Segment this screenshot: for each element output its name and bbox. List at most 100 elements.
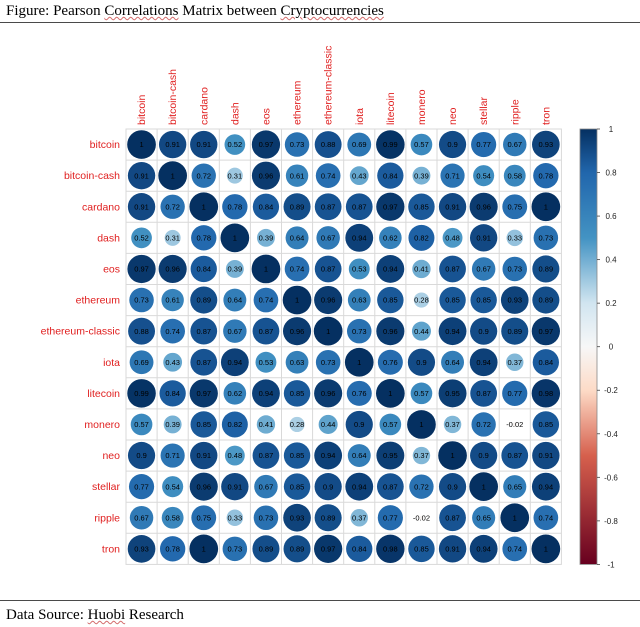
correlation-circle [470, 286, 497, 314]
correlation-value: 0.77 [476, 140, 491, 149]
correlation-value: 0.84 [383, 171, 398, 180]
correlation-value: 0.97 [321, 544, 336, 553]
correlation-circle [347, 288, 371, 312]
source-word-huobi: Huobi [87, 607, 126, 623]
correlation-circle [376, 255, 405, 283]
correlation-value: 0.75 [507, 202, 522, 211]
correlation-value: 0.85 [290, 482, 305, 491]
correlation-value: 0.97 [539, 327, 554, 336]
correlation-value: 0.74 [507, 544, 522, 553]
correlation-value: 0.39 [165, 420, 180, 429]
correlation-value: 0.39 [259, 233, 274, 242]
correlation-circle [256, 228, 275, 247]
correlation-value: 0.61 [165, 296, 180, 305]
correlation-value: 0.74 [321, 171, 336, 180]
correlation-circle [256, 415, 276, 434]
correlation-circle [251, 161, 281, 190]
column-label-tron: tron [540, 107, 552, 125]
correlation-value: 0.72 [165, 202, 180, 211]
correlation-circle [377, 286, 404, 314]
correlation-value: 0.67 [228, 327, 243, 336]
correlation-circle [226, 167, 243, 184]
correlation-value: 0.9 [478, 327, 488, 336]
correlation-circle [379, 413, 402, 436]
correlation-circle [471, 257, 496, 281]
correlation-circle [345, 223, 374, 252]
top-rule [0, 22, 640, 23]
correlation-value: 0.63 [290, 358, 305, 367]
correlation-circle [438, 317, 467, 346]
correlation-circle [531, 192, 561, 222]
correlation-circle [130, 413, 153, 436]
correlation-circle [345, 193, 373, 221]
correlation-value: 0.85 [383, 296, 398, 305]
correlation-value: 0.67 [134, 513, 149, 522]
correlation-value: 0.89 [259, 544, 274, 553]
correlation-circle [469, 472, 498, 501]
correlation-value: 0.9 [447, 140, 457, 149]
correlation-value: 0.85 [414, 202, 429, 211]
correlation-circle [160, 443, 185, 468]
row-label-bitcoin-cash: bitcoin-cash [64, 170, 120, 182]
correlation-value: 0.96 [196, 482, 211, 491]
correlation-value: 0.93 [134, 544, 149, 553]
correlation-circle [127, 161, 156, 190]
correlation-circle [283, 193, 311, 221]
correlation-circle [533, 225, 559, 251]
correlation-value: 0.77 [383, 513, 398, 522]
correlation-value: 0.67 [507, 140, 522, 149]
correlation-circle [314, 441, 343, 470]
correlation-value: 0.65 [476, 513, 491, 522]
correlation-circle [253, 505, 279, 531]
correlation-value: 0.97 [383, 202, 398, 211]
correlation-value: 0.62 [383, 233, 398, 242]
correlation-circle [438, 441, 467, 470]
correlation-value: 0.78 [196, 233, 211, 242]
correlation-value: 0.94 [383, 265, 398, 274]
correlation-circle [189, 379, 218, 408]
correlation-matrix-chart: bitcoin bitcoin-cash cardano dash eos ethereu… [41, 46, 619, 570]
correlation-value: -0.02 [506, 420, 523, 429]
correlation-circle [439, 504, 466, 532]
correlation-circle [501, 442, 529, 469]
correlation-value: 0.76 [352, 389, 367, 398]
correlation-circle [128, 474, 155, 500]
correlation-value: 0.91 [228, 482, 243, 491]
correlation-value: 0.73 [507, 265, 522, 274]
correlation-value: 0.9 [478, 451, 488, 460]
correlation-value: 0.91 [196, 451, 211, 460]
correlation-value: 0.85 [414, 544, 429, 553]
correlation-circle [163, 415, 182, 434]
row-label-stellar: stellar [92, 481, 121, 493]
correlation-circle [344, 347, 374, 377]
correlation-value: 0.39 [414, 171, 429, 180]
correlation-circle [469, 224, 498, 252]
correlation-circle [503, 475, 527, 499]
correlation-value: 0.94 [476, 544, 491, 553]
correlation-circle [502, 536, 528, 562]
colorbar-tick-label: -1 [607, 560, 615, 569]
correlation-circle [419, 515, 424, 520]
correlation-circle [221, 411, 248, 438]
correlation-circle [284, 256, 310, 282]
correlation-circle [285, 164, 309, 187]
correlation-value: 1 [357, 358, 361, 367]
correlation-value: 0.91 [539, 451, 554, 460]
correlation-circle [283, 503, 311, 532]
correlation-value: 0.91 [165, 140, 180, 149]
correlation-circle [377, 349, 403, 375]
correlation-circle [189, 472, 218, 501]
correlation-value: 0.9 [416, 358, 426, 367]
correlation-value: 0.97 [259, 140, 274, 149]
correlation-circle [473, 165, 495, 187]
correlation-value: 0.64 [290, 233, 305, 242]
correlation-value: 0.85 [290, 451, 305, 460]
correlation-value: 0.87 [352, 202, 367, 211]
correlation-value: 1 [419, 420, 423, 429]
correlation-value: 0.87 [445, 265, 460, 274]
correlation-circle [191, 163, 216, 188]
correlation-value: 0.39 [228, 265, 243, 274]
correlation-value: 0.73 [259, 513, 274, 522]
correlation-circle [376, 317, 405, 346]
correlation-circle [127, 130, 156, 159]
